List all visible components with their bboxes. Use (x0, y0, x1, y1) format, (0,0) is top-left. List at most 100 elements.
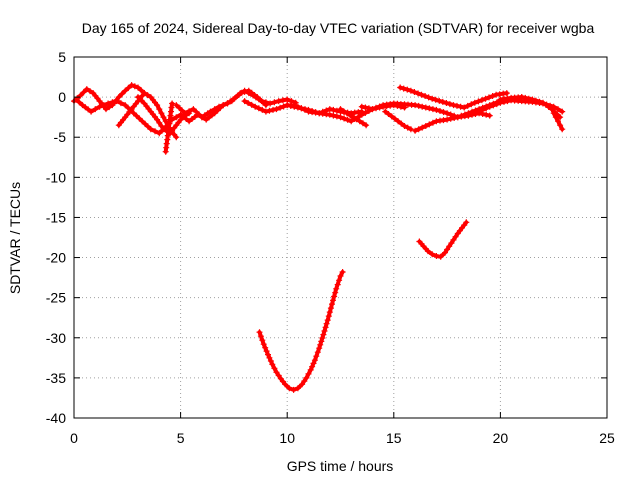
chart-title: Day 165 of 2024, Sidereal Day-to-day VTE… (82, 20, 595, 36)
data-point-marker (245, 100, 252, 106)
data-point-marker (135, 94, 141, 101)
data-point-marker (333, 113, 340, 120)
data-point-marker (339, 269, 346, 275)
data-point-marker (465, 112, 472, 119)
data-point-marker (452, 233, 459, 240)
data-point-marker (340, 108, 347, 115)
y-tick-label: -30 (46, 330, 66, 346)
x-tick-label: 10 (279, 430, 295, 446)
data-point-marker (326, 106, 333, 113)
data-point-marker (446, 101, 453, 108)
data-point-marker (255, 105, 262, 112)
y-axis-label: SDTVAR / TECUs (7, 182, 23, 294)
data-point-marker (359, 120, 366, 127)
data-point-marker (259, 337, 266, 344)
data-point-marker (117, 100, 124, 107)
data-point-marker (144, 92, 151, 99)
data-point-marker (302, 106, 308, 113)
data-point-marker (133, 112, 140, 119)
data-point-marker (294, 104, 301, 111)
data-point-marker (356, 118, 363, 125)
data-point-marker (160, 114, 167, 121)
x-tick-label: 20 (493, 430, 509, 446)
data-point-marker (305, 106, 312, 113)
data-point-marker (422, 93, 429, 99)
data-point-marker (262, 108, 269, 115)
data-point-marker (257, 333, 264, 340)
x-axis-label: GPS time / hours (287, 458, 394, 474)
data-point-marker (173, 114, 180, 121)
data-point-marker (472, 109, 479, 116)
data-point-marker (115, 94, 122, 101)
data-point-marker (503, 90, 510, 97)
data-point-marker (486, 94, 492, 101)
data-point-marker (144, 123, 151, 130)
data-point-marker (317, 341, 324, 348)
data-point-marker (344, 116, 351, 123)
series-track-g (169, 87, 269, 125)
data-point-marker (154, 116, 161, 123)
y-tick-label: -20 (46, 250, 66, 266)
data-point-marker (277, 104, 284, 111)
data-point-marker (442, 249, 448, 256)
data-point-marker (275, 98, 282, 105)
data-point-marker (266, 107, 273, 114)
data-point-marker (468, 101, 475, 108)
y-tick-label: -10 (46, 169, 66, 185)
data-point-marker (271, 365, 278, 372)
x-tick-label: 15 (386, 430, 402, 446)
data-point-marker (267, 100, 274, 107)
data-point-marker (169, 100, 176, 107)
data-point-marker (482, 95, 489, 102)
data-point-marker (557, 122, 564, 129)
data-point-marker (555, 106, 561, 113)
data-point-marker (323, 320, 330, 327)
data-point-marker (273, 106, 280, 113)
data-point-marker (131, 83, 138, 90)
data-point-marker (376, 103, 383, 110)
data-point-marker (322, 324, 329, 331)
data-point-marker (173, 134, 180, 141)
data-point-marker (190, 106, 197, 113)
series-arc-2 (416, 219, 470, 260)
data-point-marker (448, 240, 455, 247)
data-point-marker (415, 102, 422, 109)
data-point-marker (257, 96, 264, 103)
data-point-marker (463, 219, 470, 226)
data-point-marker (559, 108, 566, 115)
data-point-marker (447, 115, 454, 122)
data-point-marker (198, 114, 205, 121)
data-point-marker (469, 111, 475, 118)
data-point-marker (486, 112, 493, 119)
data-point-marker (365, 105, 372, 112)
data-point-marker (136, 115, 143, 122)
data-point-marker (422, 123, 429, 129)
data-point-marker (358, 111, 365, 118)
data-point-marker (128, 82, 135, 89)
data-point-marker (186, 108, 193, 115)
y-tick-label: -25 (46, 290, 66, 306)
x-tick-label: 25 (599, 430, 615, 446)
data-point-marker (156, 106, 163, 113)
data-point-marker (422, 104, 429, 111)
data-point-marker (220, 102, 227, 109)
data-point-marker (440, 109, 447, 116)
data-point-marker (415, 90, 421, 97)
series-track-p (497, 94, 564, 121)
data-point-marker (398, 120, 405, 127)
data-point-marker (254, 94, 261, 101)
data-point-marker (418, 91, 425, 98)
data-point-marker (156, 130, 163, 137)
data-point-marker (326, 111, 333, 118)
data-point-marker (429, 119, 436, 126)
data-point-marker (305, 370, 312, 377)
data-point-marker (284, 96, 291, 103)
data-point-marker (138, 97, 145, 104)
data-point-marker (475, 98, 482, 105)
data-point-marker (341, 115, 348, 122)
series-track-l (382, 108, 414, 133)
data-point-marker (288, 98, 295, 105)
data-point-marker (83, 86, 90, 93)
data-point-marker (194, 111, 201, 118)
